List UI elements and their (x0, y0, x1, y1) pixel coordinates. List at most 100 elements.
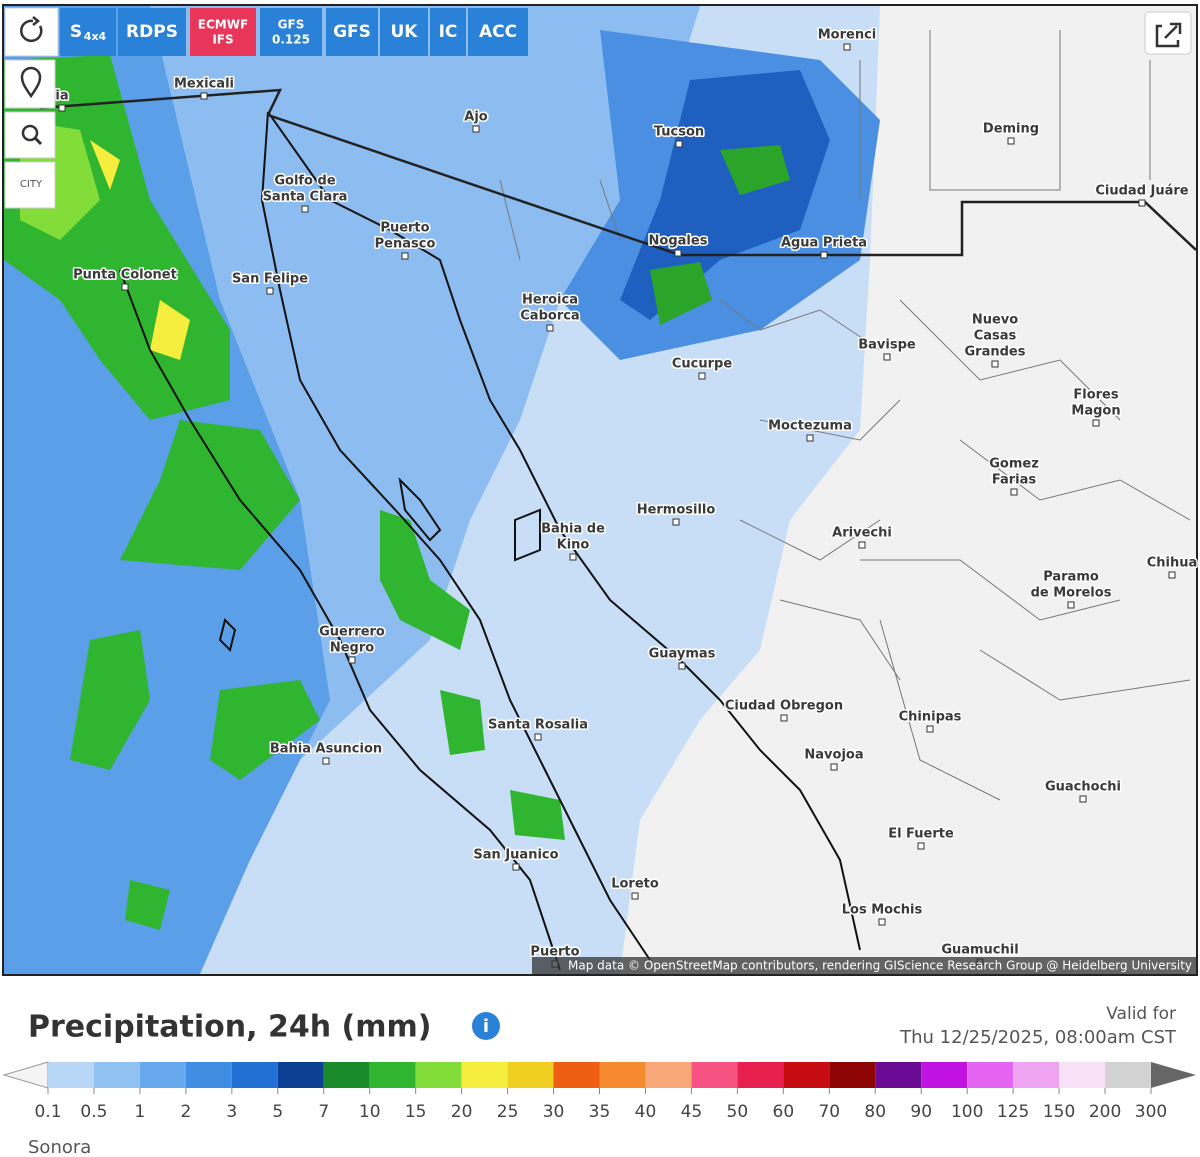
legend-tick-label: 50 (727, 1102, 749, 1122)
city-label: Chihua (1147, 556, 1198, 571)
model-button[interactable] (60, 8, 116, 56)
legend-tick-label: 70 (818, 1102, 840, 1122)
city-marker (672, 518, 680, 526)
city-label: Golfo de (274, 174, 335, 189)
city-label: San Felipe (232, 272, 308, 287)
model-label: ECMWF (198, 18, 248, 32)
legend-swatch (93, 1062, 140, 1088)
legend-tick-label: 1 (135, 1102, 146, 1122)
city-label: Penasco (375, 237, 436, 252)
city-label: Navojoa (804, 748, 863, 763)
city-label: Loreto (611, 877, 659, 892)
city-label: Santa Rosalia (488, 718, 588, 733)
city-label: Paramo (1043, 570, 1099, 585)
city-marker (926, 725, 934, 733)
city-label: El Fuerte (888, 827, 954, 842)
city-marker (401, 252, 409, 260)
city-marker (1010, 488, 1018, 496)
legend-tick-label: 20 (451, 1102, 473, 1122)
city-label: Guamuchil (941, 943, 1018, 958)
city-label: Puerto (380, 221, 429, 236)
city-marker (780, 714, 788, 722)
city-label: Tucson (654, 125, 704, 140)
legend-swatch (737, 1062, 784, 1088)
legend-tick-label: 150 (1043, 1102, 1075, 1122)
city-marker (546, 324, 554, 332)
city-label: Ciudad Obregon (725, 699, 843, 714)
model-button[interactable] (118, 8, 186, 56)
legend-tick-label: 125 (997, 1102, 1029, 1122)
side-controls: CITY (4, 7, 1192, 209)
city-button-label: CITY (20, 179, 43, 190)
city-label: Kino (557, 538, 590, 553)
city-label: Magon (1071, 404, 1120, 419)
city-label: Caborca (520, 309, 579, 324)
region-label: Sonora (28, 1137, 91, 1157)
city-marker (991, 360, 999, 368)
model-button[interactable] (260, 8, 322, 56)
city-label: Guachochi (1045, 780, 1121, 795)
model-label: S (70, 22, 82, 42)
model-button[interactable] (380, 8, 428, 56)
valid-time: Thu 12/25/2025, 08:00am CST (899, 1027, 1177, 1048)
model-sublabel: 0.125 (272, 33, 310, 47)
legend-swatch (645, 1062, 692, 1088)
city-marker (1007, 137, 1015, 145)
legend-swatch (48, 1062, 94, 1088)
city-label: Bavispe (858, 338, 916, 353)
legend-swatch (323, 1062, 370, 1088)
city-marker (917, 842, 925, 850)
city-label: Santa Clara (263, 190, 348, 205)
model-button[interactable] (430, 8, 466, 56)
legend-swatch (277, 1062, 324, 1088)
refresh-button[interactable] (4, 7, 59, 57)
city-marker (1138, 199, 1146, 207)
model-button[interactable] (190, 8, 256, 56)
city-marker (678, 662, 686, 670)
city-label: Punta Colonet (73, 268, 177, 283)
model-label: ACC (479, 22, 517, 42)
legend-tick-label: 45 (681, 1102, 703, 1122)
zoom-button[interactable] (4, 111, 56, 159)
legend-title: Precipitation, 24h (mm) (28, 1010, 431, 1045)
legend-swatch (921, 1062, 968, 1088)
model-button[interactable] (468, 8, 528, 56)
legend-tick-label: 0.5 (80, 1102, 107, 1122)
legend-swatch (553, 1062, 600, 1088)
legend-tick-label: 200 (1089, 1102, 1121, 1122)
legend-tick-label: 0.1 (34, 1102, 61, 1122)
city-marker (631, 892, 639, 900)
legend-swatch (691, 1062, 738, 1088)
city-label: Bahia Asuncion (270, 742, 382, 757)
map[interactable] (4, 6, 1196, 974)
legend-tick-label: 80 (864, 1102, 886, 1122)
zoom-icon (21, 124, 39, 142)
city-marker (883, 353, 891, 361)
model-button[interactable] (326, 8, 378, 56)
city-marker (301, 205, 309, 213)
legend-swatch (875, 1062, 922, 1088)
legend-swatch (231, 1062, 278, 1088)
info-button[interactable] (472, 1012, 500, 1040)
valid-label: Valid for (1106, 1004, 1176, 1024)
share-button[interactable] (1144, 11, 1192, 55)
legend-tick-label: 60 (773, 1102, 795, 1122)
legend-tick-label: 300 (1135, 1102, 1167, 1122)
city-marker (1168, 571, 1176, 579)
legend-swatch (967, 1062, 1014, 1088)
city-label: Agua Prieta (781, 236, 867, 251)
legend-tick-label: 7 (318, 1102, 329, 1122)
legend-swatch (829, 1062, 876, 1088)
city-button[interactable] (4, 161, 56, 209)
city-label: Arivechi (832, 526, 892, 541)
model-label: GFS (278, 18, 305, 32)
legend-swatch (369, 1062, 416, 1088)
city-label: Flores (1073, 388, 1118, 403)
city-label: Deming (983, 122, 1039, 137)
city-marker (820, 251, 828, 259)
city-label: Casas (974, 329, 1017, 344)
zoom-handle (33, 136, 43, 146)
city-label: Heroica (522, 293, 578, 308)
city-marker (675, 140, 683, 148)
legend-tick-label: 5 (272, 1102, 283, 1122)
